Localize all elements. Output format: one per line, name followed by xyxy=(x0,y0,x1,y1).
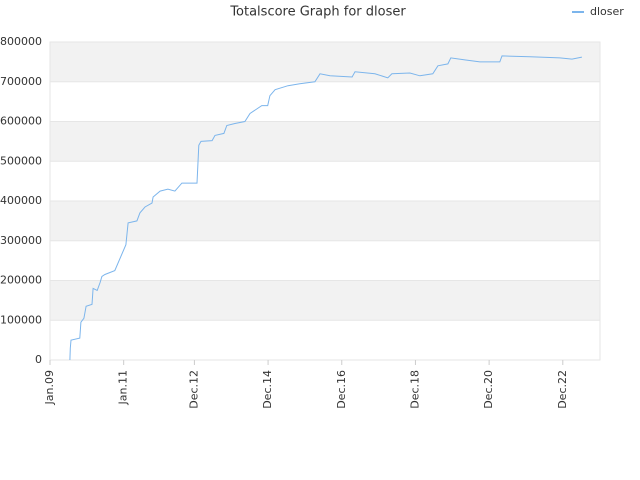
y-tick-label: 100000 xyxy=(0,313,42,326)
x-tick-label: Dec.14 xyxy=(261,370,274,409)
y-tick-label: 200000 xyxy=(0,274,42,287)
y-tick-label: 800000 xyxy=(0,35,42,48)
y-tick-label: 700000 xyxy=(0,75,42,88)
grid-band xyxy=(50,280,600,321)
x-tick-label: Dec.18 xyxy=(408,370,421,409)
y-tick-label: 300000 xyxy=(0,234,42,247)
series-line xyxy=(69,55,582,361)
y-tick-label: 600000 xyxy=(0,115,42,128)
x-tick-label: Dec.22 xyxy=(556,370,569,409)
plot-frame xyxy=(49,41,601,361)
grid-band xyxy=(50,42,600,82)
y-tick-label: 0 xyxy=(35,353,42,366)
y-tick-label: 400000 xyxy=(0,194,42,207)
x-tick-label: Dec.16 xyxy=(335,370,348,409)
x-tick-label: Dec.12 xyxy=(187,370,200,409)
legend-label: dloser xyxy=(590,5,624,18)
chart-title: Totalscore Graph for dloser xyxy=(229,5,406,20)
x-tick-label: Jan.11 xyxy=(117,370,130,405)
grid-band xyxy=(50,201,600,241)
y-tick-label: 500000 xyxy=(0,154,42,167)
grid-band xyxy=(50,121,600,162)
x-tick-label: Jan.09 xyxy=(43,370,56,405)
x-tick-label: Dec.20 xyxy=(482,370,495,409)
